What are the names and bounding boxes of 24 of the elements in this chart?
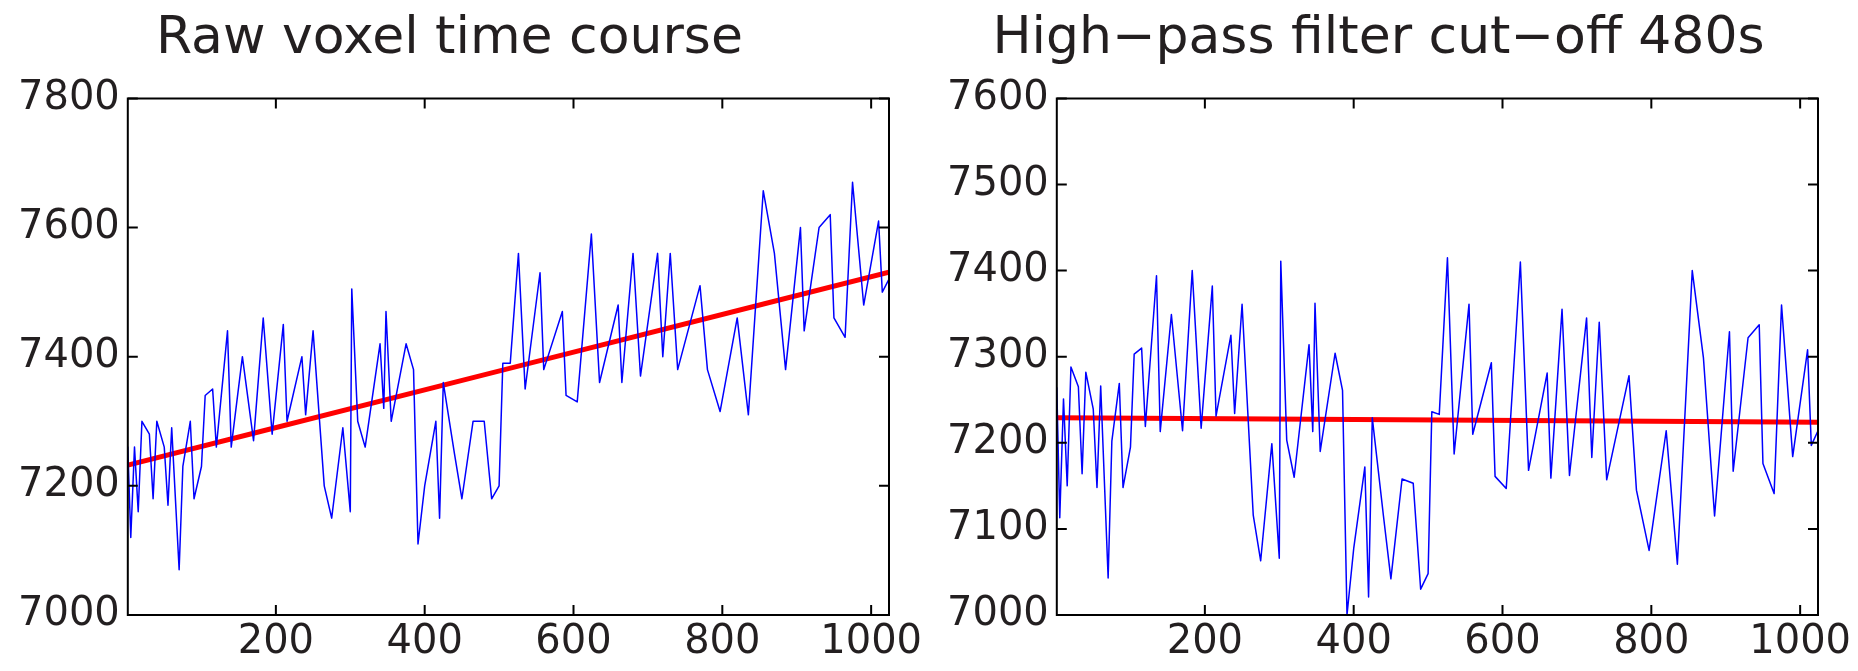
x-tick-label: 1000: [820, 616, 923, 663]
chart-title: Raw voxel time course: [156, 4, 743, 65]
y-tick-label: 7600: [947, 71, 1049, 118]
x-tick-label: 200: [1166, 616, 1244, 663]
y-tick-label: 7400: [947, 243, 1049, 290]
x-tick-label: 600: [535, 616, 612, 663]
chart-title: High−pass filter cut−off 480s: [992, 4, 1765, 65]
x-tick-label: 800: [684, 616, 761, 663]
x-tick-label: 400: [1315, 616, 1392, 663]
x-tick-label: 1000: [1749, 616, 1852, 663]
y-tick-label: 7600: [18, 200, 120, 247]
y-tick-label: 7200: [18, 459, 120, 506]
y-tick-label: 7300: [947, 330, 1049, 377]
x-tick-label: 200: [237, 616, 315, 663]
y-tick-label: 7800: [18, 71, 120, 118]
x-tick-label: 800: [1613, 616, 1690, 663]
x-tick-label: 400: [386, 616, 463, 663]
y-tick-label: 7200: [947, 416, 1049, 463]
y-tick-label: 7500: [947, 157, 1049, 204]
x-tick-label: 600: [1464, 616, 1541, 663]
y-tick-label: 7000: [18, 588, 120, 635]
y-tick-label: 7000: [947, 588, 1049, 635]
y-tick-label: 7400: [18, 330, 120, 377]
y-tick-label: 7100: [947, 502, 1049, 549]
